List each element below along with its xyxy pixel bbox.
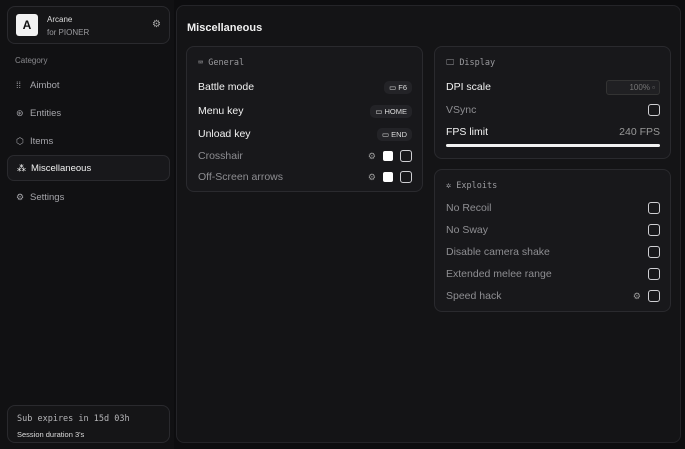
exploits-card: ✲ Exploits No Recoil No Sway Disable cam…: [434, 169, 671, 312]
no-recoil-checkbox[interactable]: [648, 202, 660, 214]
sidebar-item-label: Settings: [30, 192, 65, 203]
brand-name: Arcane: [47, 15, 73, 24]
sidebar-item-label: Items: [30, 136, 54, 147]
sidebar-item-settings[interactable]: ⚙ Settings: [7, 184, 170, 210]
cube-icon: ⬡: [16, 136, 24, 146]
fps-slider[interactable]: [446, 144, 660, 147]
unload-key-button[interactable]: ▭ END: [376, 127, 412, 141]
session-text: Session duration 3's: [17, 430, 85, 439]
melee-range-row: Extended melee range: [446, 265, 660, 283]
keyboard-icon: ⌨: [198, 58, 209, 68]
sidebar-item-miscellaneous[interactable]: ⁂ Miscellaneous: [7, 155, 170, 181]
gear-icon: ⚙: [16, 192, 25, 202]
monitor-icon: 🖵: [446, 58, 460, 68]
brand-subtitle: for PIONER: [47, 28, 90, 37]
battle-mode-row: Battle mode ▭ F6: [198, 78, 412, 96]
fps-row: FPS limit 240 FPS: [446, 123, 660, 141]
gear-icon[interactable]: ⚙: [367, 172, 376, 182]
color-swatch[interactable]: [383, 172, 393, 182]
gear-icon[interactable]: ⚙: [632, 291, 641, 301]
camera-shake-row: Disable camera shake: [446, 243, 660, 261]
sidebar-item-label: Aimbot: [30, 80, 60, 91]
crosshair-checkbox[interactable]: [400, 150, 412, 162]
sidebar-item-items[interactable]: ⬡ Items: [7, 128, 170, 154]
speed-hack-checkbox[interactable]: [648, 290, 660, 302]
subscription-card: Sub expires in 15d 03h Session duration …: [7, 405, 170, 443]
gear-icon[interactable]: ⚙: [367, 151, 376, 161]
vsync-row: VSync: [446, 101, 660, 119]
speed-hack-row: Speed hack ⚙: [446, 287, 660, 305]
exploits-header: ✲ Exploits: [446, 181, 498, 191]
melee-range-checkbox[interactable]: [648, 268, 660, 280]
fps-slider-fill: [446, 144, 660, 147]
display-header: 🖵 Display: [446, 58, 496, 68]
no-recoil-row: No Recoil: [446, 199, 660, 217]
entities-icon: ⊛: [16, 108, 24, 118]
dpi-row: DPI scale 100% ▫: [446, 78, 660, 96]
crosshair-dots-icon: ⁞⁞: [16, 80, 22, 90]
general-card: ⌨ General Battle mode ▭ F6 Menu key ▭ HOME…: [186, 46, 423, 192]
subscription-text: Sub expires in 15d 03h: [17, 414, 130, 424]
no-sway-row: No Sway: [446, 221, 660, 239]
bug-icon: ✲: [446, 181, 457, 191]
page-title: Miscellaneous: [187, 22, 263, 34]
offscreen-arrows-row: Off-Screen arrows ⚙: [198, 168, 412, 186]
brand-card: A Arcane for PIONER ⚙: [7, 6, 170, 44]
crosshair-row: Crosshair ⚙: [198, 147, 412, 165]
display-card: 🖵 Display DPI scale 100% ▫ VSync FPS limi…: [434, 46, 671, 159]
menu-key-row: Menu key ▭ HOME: [198, 102, 412, 120]
sidebar-item-aimbot[interactable]: ⁞⁞ Aimbot: [7, 72, 170, 98]
color-swatch[interactable]: [383, 151, 393, 161]
logo: A: [16, 14, 38, 36]
sidebar-item-entities[interactable]: ⊛ Entities: [7, 100, 170, 126]
category-label: Category: [15, 56, 48, 65]
battle-mode-key-button[interactable]: ▭ F6: [384, 80, 412, 94]
no-sway-checkbox[interactable]: [648, 224, 660, 236]
sidebar: A Arcane for PIONER ⚙ Category ⁞⁞ Aimbot …: [0, 0, 174, 449]
misc-icon: ⁂: [17, 163, 26, 173]
sidebar-item-label: Miscellaneous: [31, 163, 92, 174]
menu-key-button[interactable]: ▭ HOME: [370, 104, 412, 118]
general-header: ⌨ General: [198, 58, 245, 68]
gear-icon[interactable]: ⚙: [152, 19, 161, 30]
fps-value: 240 FPS: [619, 126, 660, 138]
dpi-input[interactable]: 100% ▫: [606, 79, 660, 95]
main-panel: Miscellaneous ⌨ General Battle mode ▭ F6 …: [176, 5, 681, 443]
unload-key-row: Unload key ▭ END: [198, 125, 412, 143]
vsync-checkbox[interactable]: [648, 104, 660, 116]
offscreen-arrows-checkbox[interactable]: [400, 171, 412, 183]
camera-shake-checkbox[interactable]: [648, 246, 660, 258]
sidebar-item-label: Entities: [30, 108, 62, 119]
